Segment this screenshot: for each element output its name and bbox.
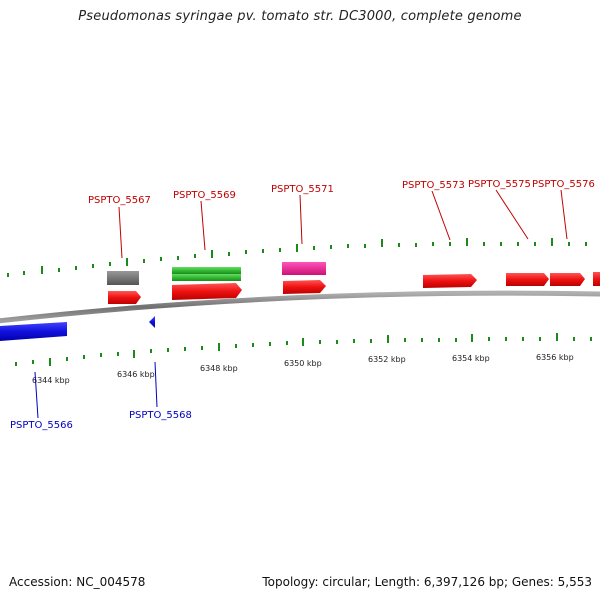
outer-tick-ring (7, 238, 587, 277)
leader-5569 (200, 200, 206, 251)
gene-partial-right[interactable] (593, 272, 600, 286)
label-PSPTO_5575[interactable]: PSPTO_5575 (468, 179, 531, 190)
leader-5567 (118, 206, 123, 259)
label-PSPTO_5576[interactable]: PSPTO_5576 (532, 179, 595, 190)
minus-strand-labels: PSPTO_5566 PSPTO_5568 (10, 410, 192, 431)
scale-label-6346: 6346 kbp (117, 370, 155, 379)
plus-strand-labels: PSPTO_5567 PSPTO_5569 PSPTO_5571 PSPTO_5… (88, 179, 595, 206)
scale-label-6348: 6348 kbp (200, 364, 238, 373)
label-PSPTO_5569[interactable]: PSPTO_5569 (173, 190, 236, 201)
feature-band (107, 262, 326, 285)
label-PSPTO_5566[interactable]: PSPTO_5566 (10, 420, 73, 431)
label-leaders (34, 189, 568, 419)
leader-5576 (560, 189, 568, 240)
scale-label-6354: 6354 kbp (452, 354, 490, 363)
scale-label-6350: 6350 kbp (284, 359, 322, 368)
accession-text: Accession: NC_004578 (9, 575, 146, 589)
rna-feature[interactable] (172, 267, 241, 274)
forward-genes (108, 272, 600, 304)
gene-PSPTO_5576[interactable] (550, 273, 585, 286)
pseudo-feature[interactable] (107, 271, 139, 285)
scale-labels: 6344 kbp 6346 kbp 6348 kbp 6350 kbp 6352… (32, 353, 574, 385)
gene-PSPTO_5569[interactable] (172, 283, 242, 300)
map-title: Pseudomonas syringae pv. tomato str. DC3… (78, 9, 522, 24)
scale-label-6356: 6356 kbp (536, 353, 574, 362)
gene-PSPTO_5567[interactable] (108, 291, 141, 304)
reverse-genes (0, 316, 155, 341)
scale-label-6352: 6352 kbp (368, 355, 406, 364)
label-PSPTO_5567[interactable]: PSPTO_5567 (88, 195, 151, 206)
label-PSPTO_5573[interactable]: PSPTO_5573 (402, 180, 465, 191)
leader-5566 (34, 371, 39, 419)
genome-backbone (0, 290, 600, 324)
leader-5573 (431, 190, 451, 241)
label-PSPTO_5571[interactable]: PSPTO_5571 (271, 184, 334, 195)
gene-PSPTO_5575[interactable] (506, 273, 549, 286)
other-feature[interactable] (282, 262, 326, 275)
gene-PSPTO_5571[interactable] (283, 280, 326, 294)
rna-feature-2[interactable] (172, 274, 241, 281)
leader-5571 (299, 194, 303, 245)
gene-PSPTO_5568[interactable] (149, 316, 155, 328)
scale-label-6344: 6344 kbp (32, 376, 70, 385)
inner-tick-ring (15, 333, 592, 366)
gene-PSPTO_5566[interactable] (0, 322, 67, 341)
leader-5568 (154, 361, 158, 408)
gene-PSPTO_5573[interactable] (423, 274, 477, 288)
genome-summary-text: Topology: circular; Length: 6,397,126 bp… (262, 575, 592, 589)
leader-5575 (495, 189, 529, 240)
label-PSPTO_5568[interactable]: PSPTO_5568 (129, 410, 192, 421)
